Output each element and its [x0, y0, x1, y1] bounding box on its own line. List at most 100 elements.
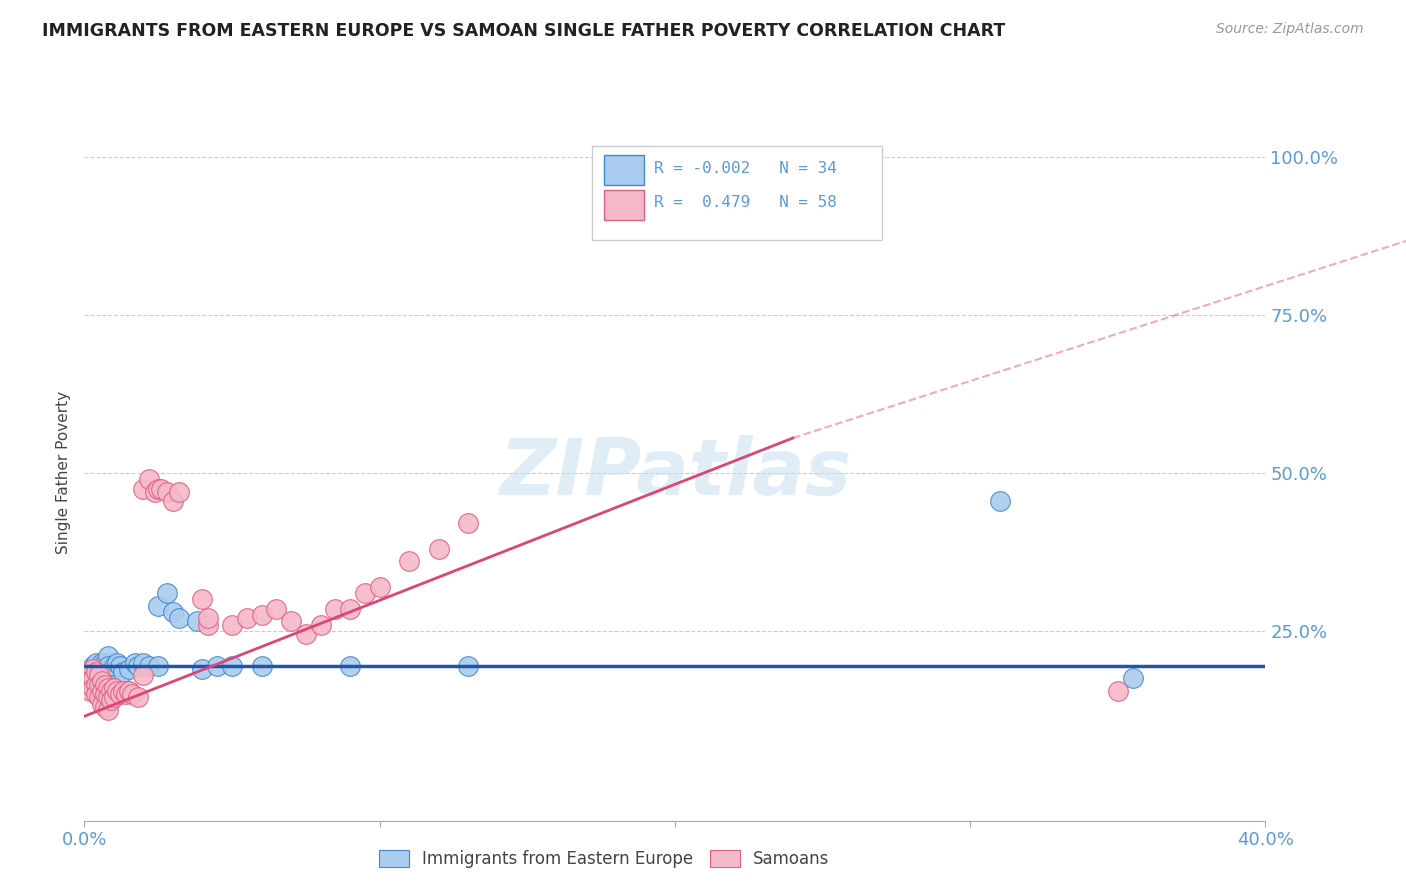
Point: [94, 699, 117, 714]
Point: [103, 658, 125, 673]
Point: [79, 684, 101, 698]
Point: [100, 665, 122, 679]
Point: [108, 687, 131, 701]
Point: [97, 649, 120, 664]
Point: [91, 697, 114, 711]
Point: [94, 687, 117, 701]
Point: [118, 662, 141, 676]
Point: [457, 658, 479, 673]
Point: [82, 658, 104, 673]
Point: [105, 684, 128, 698]
Point: [295, 627, 318, 641]
Point: [91, 665, 114, 679]
Point: [97, 658, 120, 673]
Point: [264, 601, 288, 615]
Point: [197, 611, 219, 625]
Point: [118, 684, 141, 698]
Point: [91, 684, 114, 698]
Point: [138, 658, 160, 673]
Point: [103, 681, 125, 695]
Point: [132, 482, 155, 496]
Point: [100, 684, 122, 698]
Point: [250, 608, 273, 623]
Point: [82, 681, 104, 695]
Point: [132, 656, 155, 670]
Point: [84, 687, 107, 701]
Point: [121, 687, 143, 701]
Point: [89, 665, 111, 679]
Point: [111, 665, 134, 679]
Point: [79, 671, 101, 685]
Point: [339, 658, 361, 673]
Point: [127, 658, 149, 673]
FancyBboxPatch shape: [605, 190, 644, 220]
FancyBboxPatch shape: [592, 145, 882, 240]
Text: Source: ZipAtlas.com: Source: ZipAtlas.com: [1216, 22, 1364, 37]
Point: [97, 690, 120, 705]
Y-axis label: Single Father Poverty: Single Father Poverty: [56, 392, 72, 554]
Point: [162, 605, 184, 619]
Point: [236, 611, 259, 625]
Point: [114, 687, 136, 701]
Point: [167, 484, 190, 499]
Text: ZIPatlas: ZIPatlas: [499, 434, 851, 511]
Point: [143, 484, 166, 499]
Text: IMMIGRANTS FROM EASTERN EUROPE VS SAMOAN SINGLE FATHER POVERTY CORRELATION CHART: IMMIGRANTS FROM EASTERN EUROPE VS SAMOAN…: [42, 22, 1005, 40]
Point: [205, 658, 228, 673]
Point: [84, 665, 107, 679]
Point: [89, 690, 111, 705]
Point: [91, 674, 114, 689]
Point: [988, 494, 1011, 508]
Point: [103, 690, 125, 705]
Point: [191, 662, 214, 676]
Point: [97, 681, 120, 695]
Point: [89, 678, 111, 692]
Point: [167, 611, 190, 625]
Point: [186, 615, 208, 629]
Point: [82, 662, 104, 676]
Point: [339, 601, 361, 615]
Point: [89, 662, 111, 676]
Point: [309, 617, 332, 632]
Legend: Immigrants from Eastern Europe, Samoans: Immigrants from Eastern Europe, Samoans: [373, 844, 837, 875]
Point: [156, 586, 179, 600]
Point: [132, 668, 155, 682]
Point: [148, 599, 170, 613]
Point: [97, 703, 120, 717]
Point: [91, 656, 114, 670]
FancyBboxPatch shape: [605, 155, 644, 186]
Point: [84, 678, 107, 692]
Point: [398, 554, 420, 568]
Point: [84, 656, 107, 670]
Point: [94, 656, 117, 670]
Text: R = -0.002   N = 34: R = -0.002 N = 34: [654, 161, 837, 176]
Point: [111, 684, 134, 698]
Point: [197, 617, 219, 632]
Point: [100, 693, 122, 707]
Point: [148, 482, 170, 496]
Point: [162, 494, 184, 508]
Point: [89, 668, 111, 682]
Point: [156, 484, 179, 499]
Point: [191, 592, 214, 607]
Point: [138, 472, 160, 486]
Point: [108, 658, 131, 673]
Point: [105, 656, 128, 670]
Point: [94, 658, 117, 673]
Point: [368, 580, 391, 594]
Point: [94, 678, 117, 692]
Point: [221, 658, 243, 673]
Point: [280, 615, 302, 629]
Text: R =  0.479   N = 58: R = 0.479 N = 58: [654, 195, 837, 211]
Point: [150, 482, 173, 496]
Point: [82, 671, 104, 685]
Point: [250, 658, 273, 673]
Point: [457, 516, 479, 531]
Point: [148, 658, 170, 673]
Point: [1107, 684, 1129, 698]
Point: [354, 586, 377, 600]
Point: [323, 601, 347, 615]
Point: [221, 617, 243, 632]
Point: [127, 690, 149, 705]
Point: [124, 656, 146, 670]
